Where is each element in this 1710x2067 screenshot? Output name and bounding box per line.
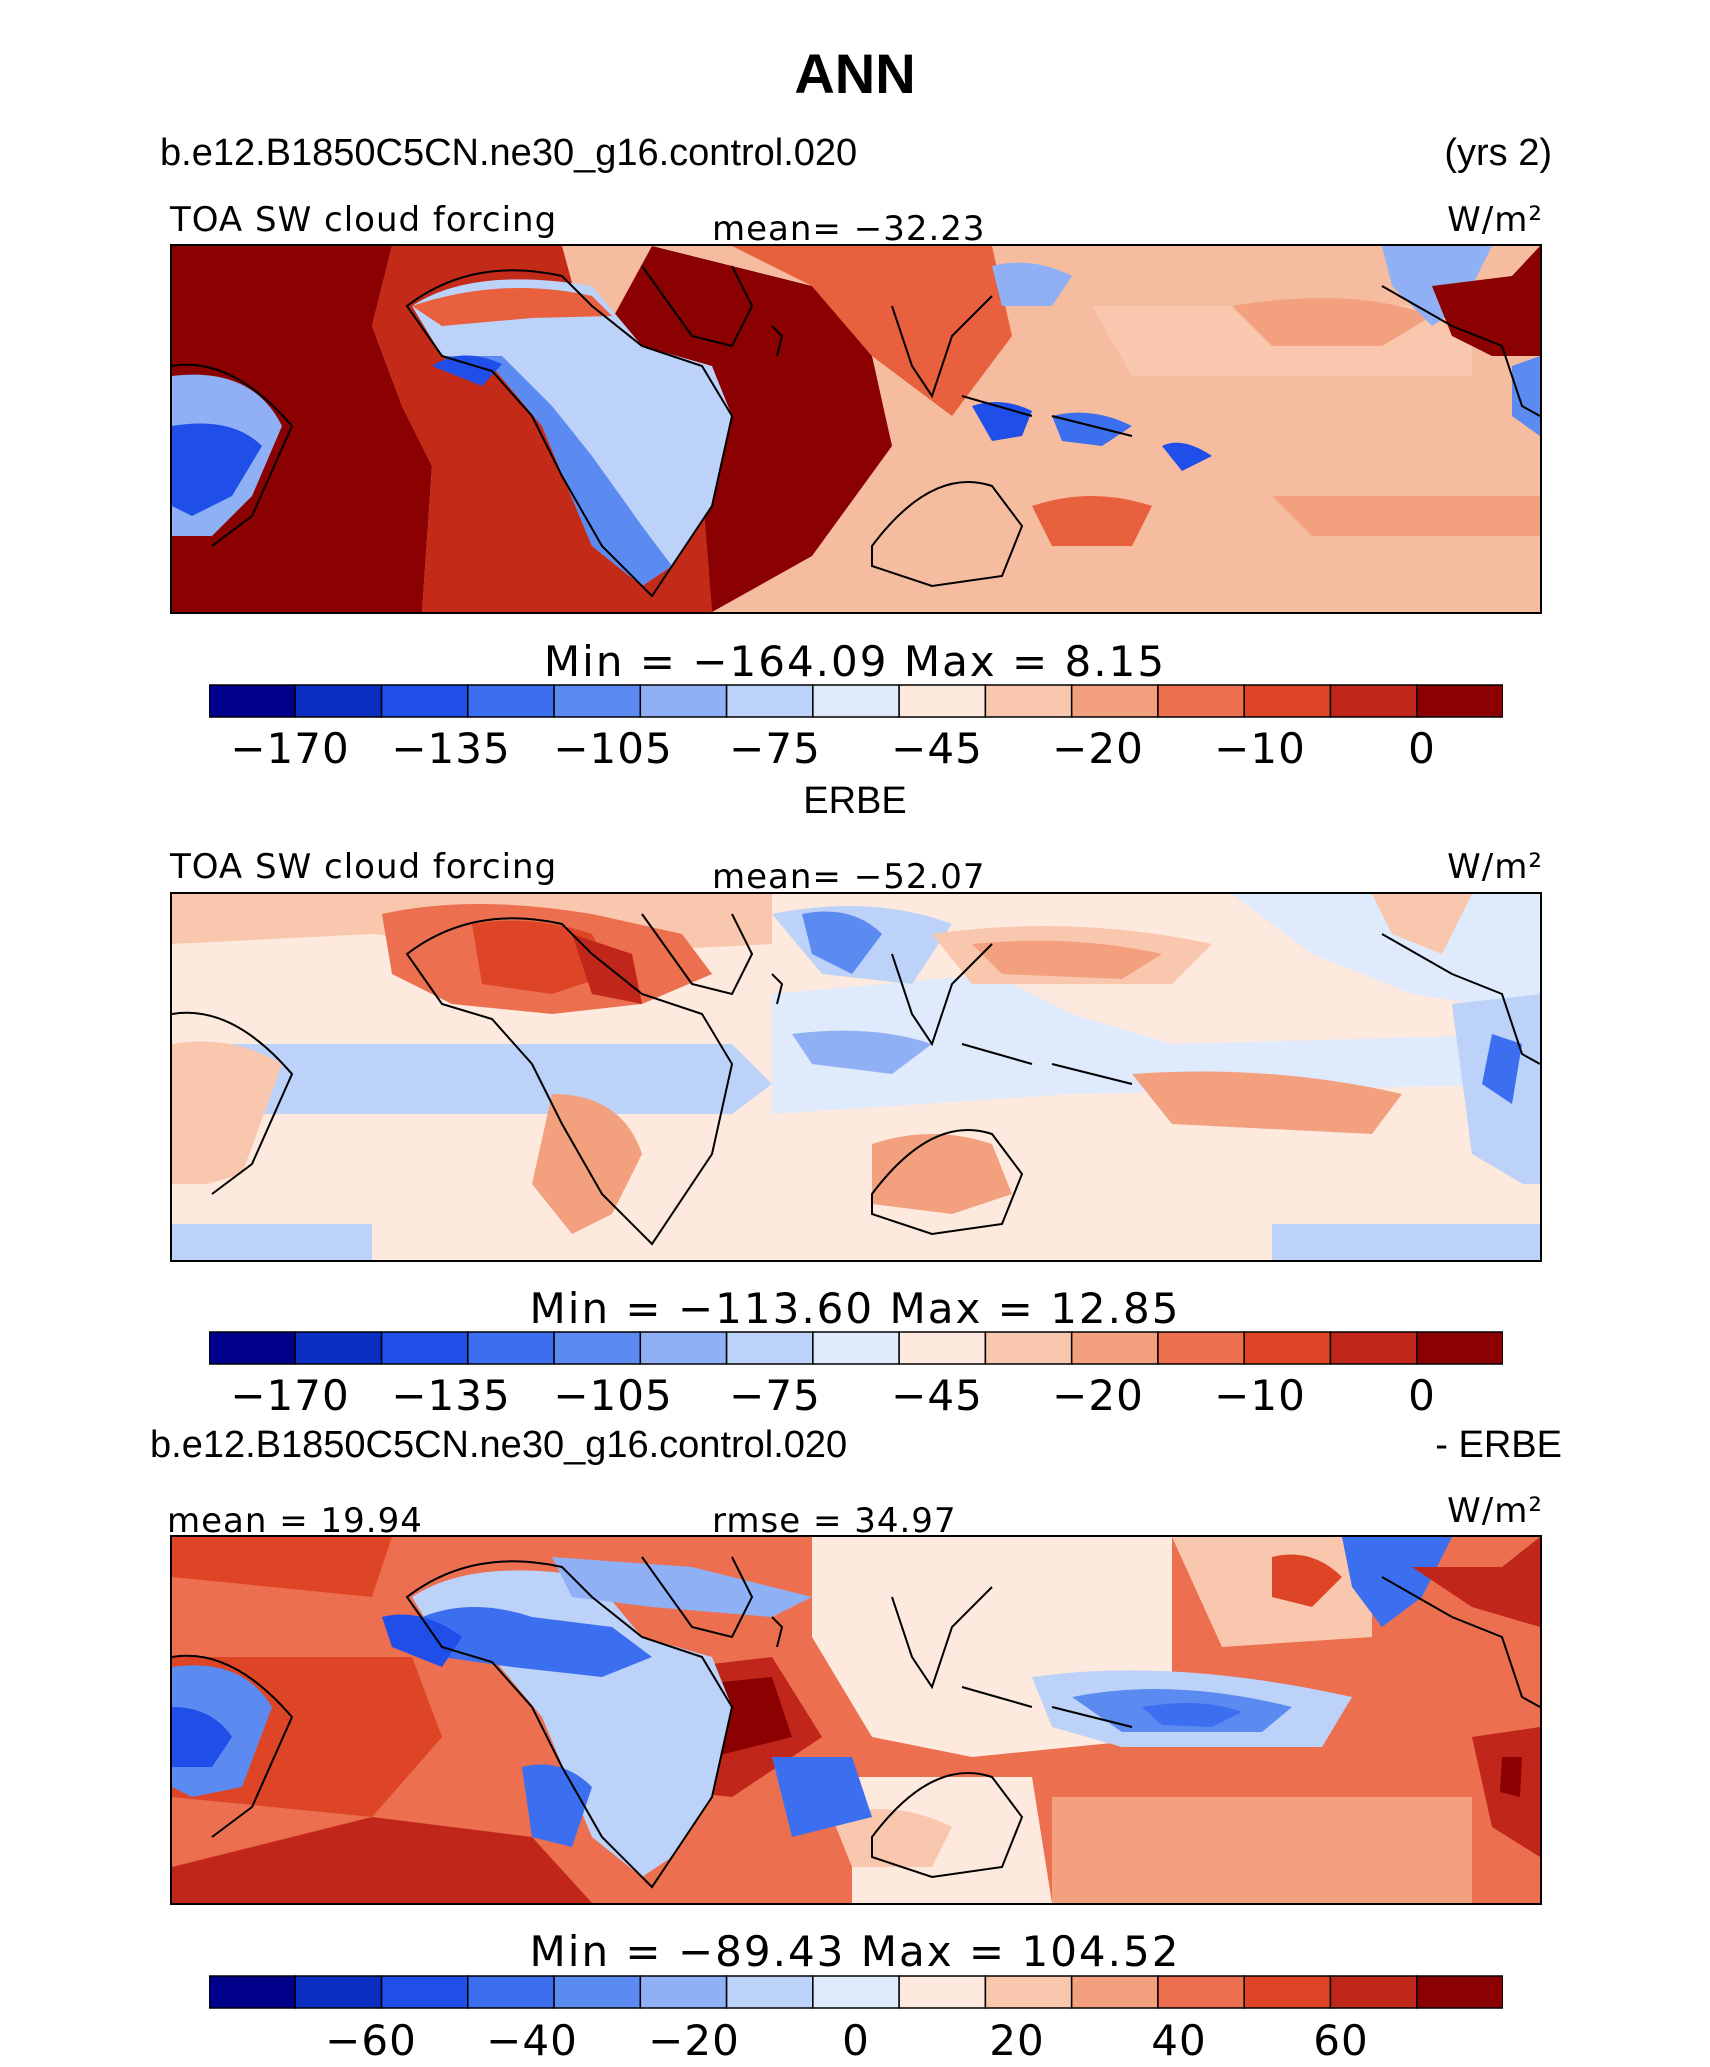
panel2-variable-label: TOA SW cloud forcing [170, 847, 558, 887]
panel2-map [170, 892, 1542, 1262]
panel3-map-svg [172, 1537, 1540, 1903]
panel2-tick: −45 [891, 1371, 983, 1420]
page-title: ANN [794, 42, 916, 105]
panel3-tick: 20 [989, 2016, 1045, 2065]
panel2-heading: ERBE [803, 780, 907, 822]
panel1-variable-label: TOA SW cloud forcing [170, 200, 558, 240]
panel1-colorbar-svg [209, 684, 1503, 718]
panel3-colorbar [209, 1975, 1503, 2009]
panel1-units: W/m² [1447, 200, 1543, 240]
colorbar-swatch [1243, 1331, 1332, 1365]
panel1-map-svg [172, 246, 1540, 612]
panel2-tick: −105 [553, 1371, 673, 1420]
colorbar-swatch [725, 684, 814, 718]
panel2-colorbar [209, 1331, 1503, 1365]
colorbar-swatch [380, 1975, 469, 2009]
panel3-tick: −20 [648, 2016, 740, 2065]
panel1-minmax: Min = −164.09 Max = 8.15 [543, 637, 1167, 686]
panel3-heading-right: - ERBE [1435, 1424, 1562, 1466]
panel2-mean: mean= −52.07 [712, 857, 986, 897]
panel3-minmax: Min = −89.43 Max = 104.52 [529, 1927, 1181, 1976]
colorbar-swatch [725, 1975, 814, 2009]
panel3-tick: 0 [842, 2016, 870, 2065]
colorbar-swatch [380, 684, 469, 718]
colorbar-swatch [1243, 1975, 1332, 2009]
panel2-tick: −75 [729, 1371, 821, 1420]
colorbar-swatch [1415, 684, 1503, 718]
panel1-tick: −75 [729, 724, 821, 773]
years-label: (yrs 2) [1444, 132, 1552, 174]
panel3-tick: −60 [325, 2016, 417, 2065]
panel1-tick: −105 [553, 724, 673, 773]
colorbar-swatch [639, 1331, 728, 1365]
colorbar-swatch [984, 1331, 1073, 1365]
panel1-tick: −20 [1052, 724, 1144, 773]
colorbar-swatch [209, 1331, 297, 1365]
colorbar-swatch [1070, 1975, 1159, 2009]
panel2-map-svg [172, 894, 1540, 1260]
panel3-map [170, 1535, 1542, 1905]
colorbar-swatch [553, 684, 642, 718]
colorbar-swatch [639, 684, 728, 718]
panel1-tick: −170 [230, 724, 350, 773]
colorbar-swatch [898, 684, 987, 718]
panel2-tick: −20 [1052, 1371, 1144, 1420]
panel2-minmax: Min = −113.60 Max = 12.85 [529, 1284, 1181, 1333]
colorbar-swatch [209, 1975, 297, 2009]
colorbar-swatch [812, 1331, 900, 1365]
panel2-tick: −10 [1214, 1371, 1306, 1420]
colorbar-swatch [1329, 1975, 1418, 2009]
panel1-tick: −135 [391, 724, 511, 773]
panel1-colorbar [209, 684, 1503, 718]
panel3-mean: mean = 19.94 [167, 1501, 423, 1541]
colorbar-swatch [1157, 684, 1245, 718]
panel2-colorbar-svg [209, 1331, 1503, 1365]
colorbar-swatch [812, 684, 900, 718]
colorbar-swatch [1070, 684, 1159, 718]
panel1-tick: −10 [1214, 724, 1306, 773]
case-name: b.e12.B1850C5CN.ne30_g16.control.020 [160, 132, 858, 174]
colorbar-swatch [553, 1331, 642, 1365]
panel1-tick: −45 [891, 724, 983, 773]
panel1-map [170, 244, 1542, 614]
panel3-rmse: rmse = 34.97 [712, 1501, 957, 1541]
panel1-tick: 0 [1408, 724, 1436, 773]
panel2-units: W/m² [1447, 847, 1543, 887]
colorbar-swatch [1415, 1975, 1503, 2009]
colorbar-swatch [209, 684, 297, 718]
panel1-mean: mean= −32.23 [712, 209, 986, 249]
colorbar-swatch [1157, 1975, 1245, 2009]
panel3-tick: −40 [486, 2016, 578, 2065]
panel2-tick: −170 [230, 1371, 350, 1420]
panel3-colorbar-svg [209, 1975, 1503, 2009]
colorbar-swatch [1329, 684, 1418, 718]
panel3-units: W/m² [1447, 1491, 1543, 1531]
colorbar-swatch [984, 1975, 1073, 2009]
panel3-tick: 40 [1151, 2016, 1207, 2065]
colorbar-swatch [467, 1975, 555, 2009]
colorbar-swatch [467, 684, 555, 718]
colorbar-swatch [812, 1975, 900, 2009]
colorbar-swatch [1329, 1331, 1418, 1365]
panel2-tick: 0 [1408, 1371, 1436, 1420]
colorbar-swatch [467, 1331, 555, 1365]
colorbar-swatch [294, 1331, 383, 1365]
colorbar-swatch [639, 1975, 728, 2009]
colorbar-swatch [898, 1975, 987, 2009]
colorbar-swatch [294, 684, 383, 718]
colorbar-swatch [984, 684, 1073, 718]
colorbar-swatch [294, 1975, 383, 2009]
colorbar-swatch [1415, 1331, 1503, 1365]
colorbar-swatch [898, 1331, 987, 1365]
colorbar-swatch [380, 1331, 469, 1365]
panel2-tick: −135 [391, 1371, 511, 1420]
colorbar-swatch [725, 1331, 814, 1365]
colorbar-swatch [553, 1975, 642, 2009]
colorbar-swatch [1243, 684, 1332, 718]
panel3-heading-left: b.e12.B1850C5CN.ne30_g16.control.020 [150, 1424, 848, 1466]
colorbar-swatch [1157, 1331, 1245, 1365]
panel3-tick: 60 [1313, 2016, 1369, 2065]
colorbar-swatch [1070, 1331, 1159, 1365]
